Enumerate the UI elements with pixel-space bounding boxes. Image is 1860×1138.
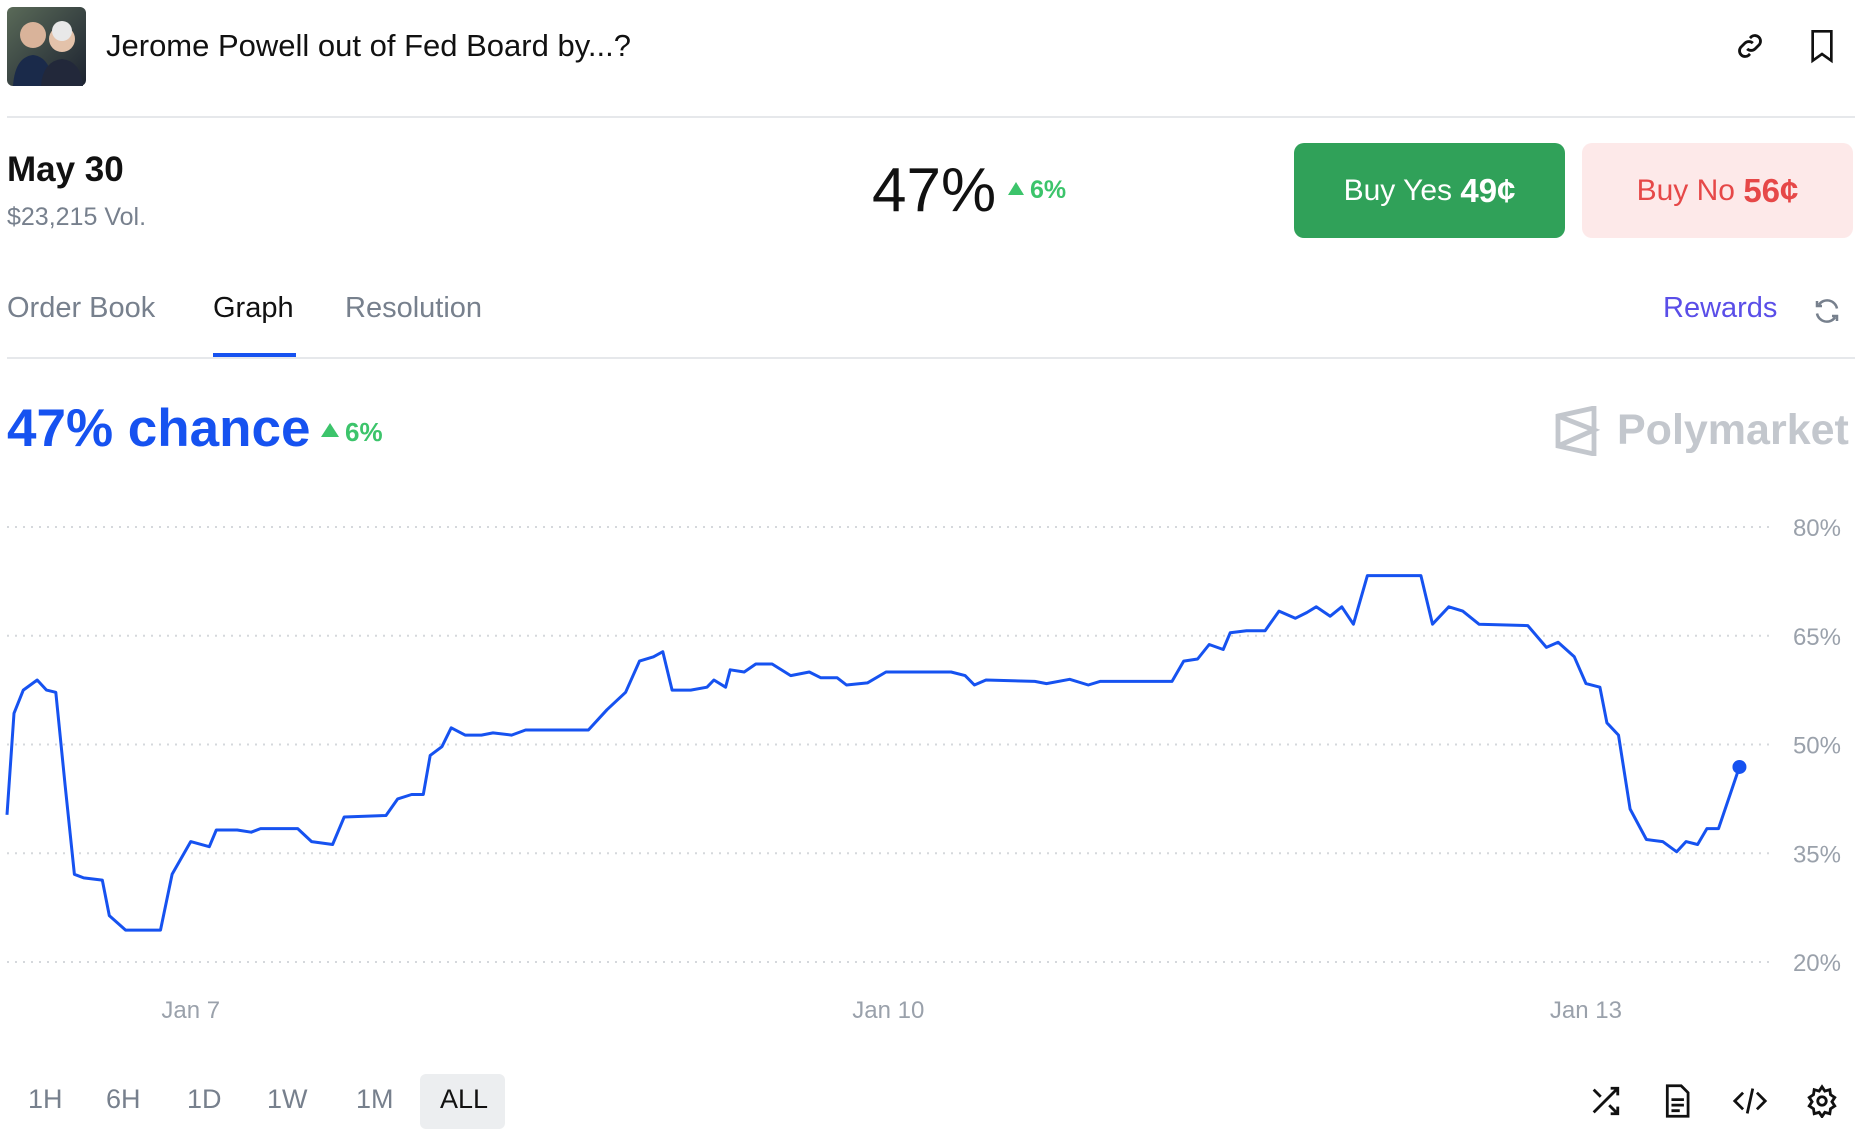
market-date: May 30 <box>7 150 124 189</box>
x-tick-label: Jan 10 <box>852 997 924 1024</box>
market-title: Jerome Powell out of Fed Board by...? <box>106 28 631 63</box>
link-icon[interactable] <box>1733 29 1767 63</box>
chart-change: 6% <box>345 417 383 447</box>
current-point <box>1732 759 1747 774</box>
y-tick-label: 20% <box>1793 950 1841 977</box>
market-probability: 47% <box>872 156 997 225</box>
market-volume: $23,215 Vol. <box>7 203 147 231</box>
bookmark-icon[interactable] <box>1806 28 1838 64</box>
thumbnail <box>7 7 86 86</box>
tab[interactable]: Resolution <box>345 292 483 324</box>
y-tick-label: 65% <box>1793 624 1841 651</box>
brand-name: Polymarket <box>1617 406 1849 454</box>
range-button[interactable]: 1W <box>267 1084 308 1114</box>
embed-icon[interactable] <box>1732 1084 1768 1118</box>
tab[interactable]: Order Book <box>7 292 156 324</box>
y-tick-label: 35% <box>1793 841 1841 868</box>
rewards-link[interactable]: Rewards <box>1663 292 1778 324</box>
range-button[interactable]: 1D <box>187 1084 222 1114</box>
buy-yes-label: Buy Yes <box>1343 173 1453 207</box>
y-tick-label: 80% <box>1793 515 1841 542</box>
x-tick-label: Jan 7 <box>161 997 220 1024</box>
brand-logo <box>1555 406 1600 456</box>
range-button[interactable]: 6H <box>106 1084 141 1114</box>
buy-no-label: Buy No <box>1636 173 1735 207</box>
divider <box>7 116 1855 118</box>
range-button-active[interactable]: ALL <box>440 1084 489 1114</box>
shuffle-icon[interactable] <box>1588 1084 1622 1118</box>
document-icon[interactable] <box>1660 1083 1694 1119</box>
range-button[interactable]: 1H <box>28 1084 63 1114</box>
x-tick-label: Jan 13 <box>1550 997 1622 1024</box>
buy-yes-button[interactable]: Buy Yes 49¢ <box>1294 143 1565 238</box>
range-button[interactable]: 1M <box>356 1084 394 1114</box>
refresh-icon[interactable] <box>1812 296 1842 326</box>
chart-title: 47% chance <box>7 399 311 458</box>
tab-underline <box>213 353 296 357</box>
price-line <box>5 574 1741 932</box>
buy-yes-price: 49¢ <box>1460 171 1516 209</box>
up-arrow <box>321 423 339 437</box>
buy-no-button[interactable]: Buy No 56¢ <box>1582 143 1853 238</box>
settings-icon[interactable] <box>1805 1084 1839 1118</box>
market-change: 6% <box>1030 176 1067 204</box>
y-tick-label: 50% <box>1793 733 1841 760</box>
up-arrow <box>1008 182 1024 195</box>
range-selected-bg <box>420 1074 505 1129</box>
tab-active[interactable]: Graph <box>213 292 294 324</box>
buy-no-price: 56¢ <box>1743 171 1799 209</box>
divider <box>7 357 1855 359</box>
